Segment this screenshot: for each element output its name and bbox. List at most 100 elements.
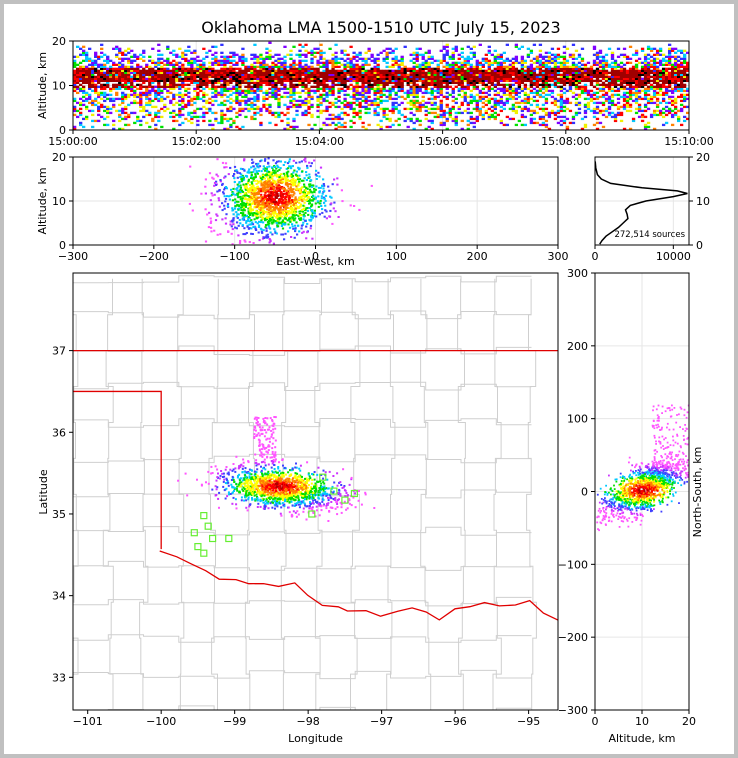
time-height-cell [454,69,458,73]
time-height-cell [454,49,458,52]
time-height-cell [256,95,260,99]
time-height-cell [532,95,537,99]
time-height-cell [277,77,281,81]
time-height-cell [544,85,549,89]
time-height-cell [686,79,689,83]
time-height-cell [73,75,77,79]
time-height-cell [124,97,128,101]
time-height-cell [190,61,194,65]
time-height-cell [460,65,464,69]
time-height-cell [382,107,386,111]
ew-cell [299,217,302,220]
time-height-cell [445,103,449,107]
time-height-cell [532,117,537,121]
time-height-cell [454,63,458,67]
time-height-cell [79,101,83,105]
time-height-cell [76,63,80,67]
time-height-cell [250,105,254,109]
time-height-cell [424,75,428,79]
time-height-cell [535,89,540,93]
time-height-cell [241,91,245,95]
time-height-cell [121,95,125,99]
time-height-cell [607,89,612,93]
time-height-cell [103,93,107,97]
time-height-cell [277,67,281,71]
time-height-cell [493,75,497,79]
time-height-cell [562,71,567,75]
time-height-cell [577,93,582,97]
time-height-cell [508,75,513,79]
time-height-cell [577,77,582,81]
time-height-cell [154,95,158,99]
time-height-cell [259,121,263,125]
ew-cell [299,198,302,201]
time-height-cell [673,47,678,50]
time-height-cell [511,107,516,111]
time-height-cell [181,73,185,77]
ew-cell [298,161,301,164]
time-height-cell [598,55,603,58]
time-height-cell [373,79,377,83]
time-height-cell [205,83,209,87]
time-height-cell [304,97,308,101]
time-height-cell [508,95,513,99]
ew-cell [321,208,324,211]
time-height-cell [448,109,452,113]
time-height-cell [151,79,155,83]
time-height-cell [640,69,645,73]
time-height-cell [457,107,461,111]
time-height-cell [250,107,254,111]
time-height-cell [157,69,161,73]
time-height-cell [511,83,516,87]
time-height-cell [271,111,275,115]
time-height-cell [310,79,314,83]
time-height-cell [262,95,266,99]
time-height-cell [469,57,473,60]
time-height-cell [640,113,645,117]
time-height-cell [343,67,347,71]
time-height-cell [337,71,341,75]
time-height-cell [97,77,101,81]
time-height-cell [253,117,257,121]
time-height-cell [376,103,380,107]
time-height-cell [250,79,254,83]
ew-cell [311,237,314,240]
time-height-cell [622,105,627,109]
time-height-cell [94,77,98,81]
time-height-cell [367,69,371,73]
time-height-cell [220,101,224,105]
time-height-cell [619,83,624,87]
time-height-cell [106,111,110,115]
time-height-cell [388,89,392,93]
time-height-cell [373,61,377,65]
time-height-cell [586,73,591,77]
time-height-cell [376,85,380,89]
time-height-cell [457,89,461,93]
time-height-cell [97,107,101,111]
time-height-cell [646,47,651,50]
time-height-cell [502,51,506,54]
time-height-cell [79,71,83,75]
time-height-cell [442,71,446,75]
time-height-cell [109,67,113,71]
time-height-cell [670,75,675,79]
time-height-cell [466,75,470,79]
time-height-cell [583,103,588,107]
time-height-cell [547,113,552,117]
time-height-cell [622,95,627,99]
time-height-cell [412,113,416,117]
time-height-cell [142,91,146,95]
time-height-cell [394,57,398,60]
time-height-cell [151,81,155,85]
time-height-cell [484,75,488,79]
time-height-cell [460,119,464,123]
time-height-cell [223,87,227,91]
time-height-cell [397,59,401,62]
ew-cell [295,175,299,177]
time-height-cell [532,111,537,115]
time-height-cell [259,83,263,87]
time-height-cell [379,69,383,73]
time-height-cell [490,77,494,81]
time-height-cell [484,85,488,89]
time-height-cell [655,69,660,73]
